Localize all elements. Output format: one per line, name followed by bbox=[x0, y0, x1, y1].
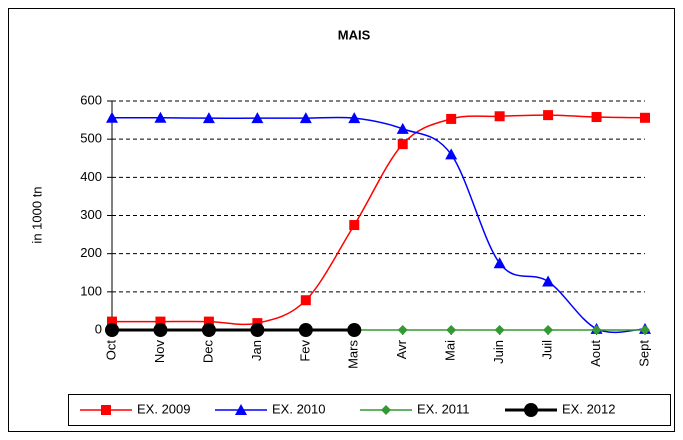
y-tick-label: 300 bbox=[80, 207, 102, 222]
x-tick-label: Juil bbox=[540, 340, 555, 360]
marker bbox=[494, 325, 505, 335]
marker bbox=[235, 404, 247, 415]
legend-label: EX. 2011 bbox=[417, 401, 470, 416]
x-tick-label: Jan bbox=[249, 340, 264, 361]
marker bbox=[446, 325, 457, 335]
marker bbox=[543, 325, 554, 335]
marker bbox=[494, 111, 505, 122]
marker bbox=[591, 325, 602, 335]
y-tick-label: 600 bbox=[80, 92, 102, 107]
marker bbox=[300, 295, 311, 306]
marker bbox=[202, 112, 215, 124]
marker bbox=[397, 325, 408, 335]
marker bbox=[381, 405, 391, 415]
marker bbox=[542, 275, 555, 287]
marker bbox=[154, 111, 167, 123]
x-tick-label: Sept bbox=[636, 340, 651, 367]
x-tick-label: Fev bbox=[297, 340, 312, 362]
marker bbox=[299, 112, 312, 124]
marker bbox=[445, 148, 458, 160]
marker bbox=[201, 323, 216, 337]
chart-title: MAIS bbox=[338, 27, 371, 42]
marker bbox=[155, 316, 166, 327]
marker bbox=[446, 113, 457, 124]
x-tick-label: Nov bbox=[152, 340, 167, 364]
marker bbox=[396, 122, 409, 134]
x-tick-label: Juin bbox=[491, 340, 506, 364]
marker bbox=[105, 323, 119, 337]
marker bbox=[107, 316, 117, 327]
marker bbox=[349, 220, 360, 231]
marker bbox=[101, 405, 111, 415]
marker bbox=[203, 316, 214, 327]
marker bbox=[493, 257, 506, 269]
marker bbox=[543, 110, 554, 121]
legend-label: EX. 2009 bbox=[137, 401, 191, 416]
y-tick-label: 100 bbox=[80, 283, 102, 298]
marker bbox=[106, 111, 118, 123]
x-tick-label: Oct bbox=[103, 340, 118, 361]
x-tick-label: Mars bbox=[346, 340, 361, 369]
marker bbox=[397, 139, 408, 150]
marker bbox=[640, 112, 650, 123]
marker bbox=[524, 403, 538, 417]
marker bbox=[251, 112, 264, 124]
marker bbox=[591, 112, 602, 123]
marker bbox=[153, 323, 168, 337]
y-tick-label: 500 bbox=[80, 131, 102, 146]
marker bbox=[250, 323, 265, 337]
marker bbox=[640, 325, 650, 335]
legend-label: EX. 2010 bbox=[272, 401, 326, 416]
marker bbox=[348, 112, 361, 124]
legend-label: EX. 2012 bbox=[562, 401, 616, 416]
y-tick-label: 200 bbox=[80, 245, 102, 260]
marker bbox=[347, 323, 362, 337]
x-tick-label: Mai bbox=[443, 340, 458, 361]
chart-border bbox=[8, 8, 675, 432]
x-tick-label: Aout bbox=[588, 340, 603, 367]
y-axis-label: in 1000 tn bbox=[29, 186, 44, 243]
x-tick-label: Avr bbox=[394, 339, 409, 359]
y-tick-label: 400 bbox=[80, 169, 102, 184]
x-tick-label: Dec bbox=[200, 340, 215, 364]
marker bbox=[298, 323, 313, 337]
y-tick-label: 0 bbox=[95, 321, 102, 336]
